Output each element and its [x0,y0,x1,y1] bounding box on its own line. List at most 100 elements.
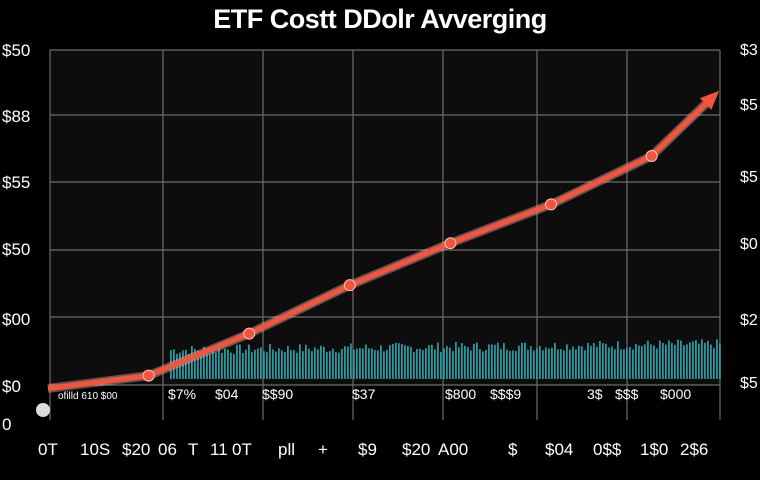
volume-bar-51 [323,346,325,379]
volume-bar-148 [614,349,616,379]
volume-bar-102 [476,342,478,379]
volume-bar-153 [629,346,631,379]
volume-bar-114 [512,350,514,379]
bottom-tick-label: 0T [232,440,252,459]
volume-bar-141 [593,342,595,379]
right-tick-label: $5 [740,97,758,114]
series-line-group [47,90,720,393]
volume-bar-116 [518,345,520,379]
volume-bar-103 [479,348,481,379]
volume-bar-54 [332,348,334,379]
volume-bar-44 [302,351,304,379]
bottom-tick-label: + [318,440,328,459]
volume-bar-100 [470,350,472,379]
right-tick-label: $3 [740,42,758,59]
volume-bar-76 [398,343,400,379]
inner-label: $37 [352,386,376,402]
volume-bar-131 [563,350,565,379]
volume-bars [170,339,721,379]
volume-bar-56 [338,352,340,379]
volume-bar-22 [236,344,238,379]
volume-bar-61 [353,349,355,379]
inner-label: $$$ [615,386,639,402]
volume-bar-179 [707,340,709,379]
volume-bar-35 [275,351,277,379]
volume-bar-177 [701,339,703,379]
arrow-head [700,90,720,110]
volume-bar-133 [569,349,571,379]
volume-bar-42 [296,352,298,379]
volume-bar-80 [410,346,412,379]
right-tick-label: $2 [740,312,758,329]
volume-bar-174 [692,341,694,379]
volume-bar-70 [380,345,382,379]
volume-bar-136 [578,345,580,379]
volume-bar-173 [689,342,691,379]
volume-bar-93 [449,347,451,379]
volume-bar-67 [371,348,373,379]
volume-bar-84 [422,350,424,379]
volume-bar-60 [350,343,352,379]
bottom-tick-label: 11 [210,440,228,459]
bottom-tick-label: $ [508,440,518,459]
left-tick-label: $50 [2,240,30,259]
volume-bar-119 [527,349,529,379]
volume-bar-45 [305,344,307,379]
left-tick-label: $55 [2,173,30,192]
volume-bar-118 [524,342,526,379]
bottom-tick-label: 06 [158,440,177,459]
inner-label: $04 [215,386,239,402]
volume-bar-90 [440,351,442,379]
data-point-2 [243,327,256,340]
bottom-tick-label: $04 [545,440,573,459]
volume-bar-126 [548,348,550,379]
volume-bar-23 [239,344,241,379]
volume-bar-8 [194,348,196,379]
volume-bar-32 [266,352,268,379]
volume-bar-75 [395,342,397,379]
volume-bar-154 [632,349,634,379]
volume-bar-69 [377,350,379,379]
volume-bar-62 [356,348,358,379]
inner-label: $800 [445,386,476,402]
volume-bar-82 [416,349,418,379]
left-tick-label: $00 [2,310,30,329]
volume-bar-87 [431,344,433,379]
volume-bar-7 [191,345,193,379]
volume-bar-180 [710,344,712,379]
volume-bar-4 [182,350,184,379]
volume-bar-101 [473,343,475,379]
volume-bar-68 [374,350,376,379]
volume-bar-30 [260,347,262,379]
right-tick-label: $5 [740,169,758,186]
volume-bar-178 [704,342,706,379]
left-tick-label: $0 [2,377,21,396]
volume-bar-66 [368,348,370,379]
volume-bar-107 [491,344,493,379]
volume-bar-38 [284,352,286,379]
volume-bar-31 [263,351,265,379]
volume-bar-146 [608,347,610,379]
volume-bar-147 [611,346,613,379]
volume-bar-72 [386,349,388,379]
volume-bar-176 [698,343,700,379]
volume-bar-106 [488,344,490,379]
volume-bar-156 [638,345,640,379]
volume-bar-78 [404,344,406,379]
volume-bar-96 [458,347,460,379]
inner-label: $$90 [262,386,293,402]
volume-bar-127 [551,347,553,379]
volume-bar-175 [695,340,697,379]
volume-bar-134 [572,346,574,379]
volume-bar-16 [218,347,220,379]
right-tick-label: $5 [740,375,758,392]
volume-bar-123 [539,346,541,379]
bottom-tick-label: $20 [122,440,150,459]
volume-bar-49 [317,349,319,379]
volume-bar-33 [269,344,271,379]
volume-bar-43 [299,344,301,379]
bottom-tick-label: $9 [358,440,377,459]
volume-bar-24 [242,353,244,379]
slider-knob [36,403,50,417]
